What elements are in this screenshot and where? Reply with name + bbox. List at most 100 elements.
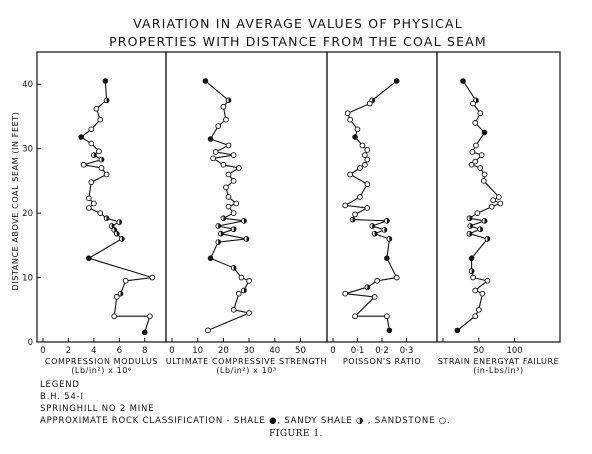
data-point-sandstone bbox=[223, 116, 229, 123]
data-point-sandstone bbox=[357, 165, 363, 171]
data-point-sandstone bbox=[220, 103, 227, 110]
x-axis-label: ULTIMATE COMPRESSIVE STRENGTH bbox=[166, 357, 327, 366]
data-point-sandstone bbox=[477, 110, 484, 117]
y-tick-label: 20 bbox=[22, 209, 33, 219]
data-point-sandstone bbox=[246, 310, 252, 316]
data-point-sandstone bbox=[366, 100, 373, 107]
data-point-sandstone bbox=[205, 327, 211, 334]
series-line bbox=[456, 80, 502, 331]
data-point-sandy-shale bbox=[91, 152, 97, 158]
data-point-sandy-shale bbox=[466, 230, 473, 237]
data-point-sandstone bbox=[472, 120, 479, 126]
y-axis-label: DISTANCE ABOVE COAL SEAM (IN FEET) bbox=[11, 112, 20, 291]
data-point-sandstone bbox=[364, 205, 371, 211]
data-point-sandstone bbox=[149, 274, 156, 281]
data-point-sandstone bbox=[111, 313, 118, 320]
data-point-shale bbox=[468, 255, 475, 262]
data-point-sandy-shale bbox=[484, 236, 491, 242]
data-point-sandy-shale bbox=[98, 156, 105, 163]
data-point-sandy-shale bbox=[467, 223, 474, 229]
x-tick-label: 0 bbox=[40, 346, 45, 356]
data-point-sandstone bbox=[215, 123, 222, 129]
data-point-sandstone bbox=[225, 171, 232, 178]
data-point-sandstone bbox=[88, 179, 95, 186]
data-point-sandstone bbox=[480, 178, 487, 184]
data-point-sandstone bbox=[364, 147, 371, 153]
data-point-sandy-shale bbox=[220, 215, 227, 222]
data-point-sandstone bbox=[469, 149, 476, 155]
data-point-sandy-shale bbox=[481, 217, 488, 224]
data-point-sandstone bbox=[220, 161, 227, 168]
data-point-sandstone bbox=[342, 202, 349, 209]
panel-frame bbox=[165, 51, 328, 343]
data-point-sandstone bbox=[88, 126, 95, 133]
x-tick-label: 30 bbox=[244, 346, 255, 356]
data-point-sandstone bbox=[93, 105, 100, 112]
x-tick-label: 10 bbox=[192, 346, 203, 356]
x-tick-label: 50 bbox=[295, 346, 306, 356]
data-point-sandstone bbox=[490, 197, 496, 204]
data-point-sandy-shale bbox=[468, 268, 475, 274]
data-point-sandstone bbox=[80, 161, 87, 168]
data-point-sandstone bbox=[235, 165, 242, 171]
data-point-sandy-shale bbox=[384, 217, 390, 224]
data-point-sandy-shale bbox=[477, 226, 484, 233]
data-point-sandstone bbox=[238, 274, 245, 281]
data-point-sandstone bbox=[384, 313, 390, 320]
data-point-sandy-shale bbox=[371, 230, 378, 237]
data-point-sandstone bbox=[352, 313, 358, 320]
data-point-sandstone bbox=[96, 148, 102, 155]
data-point-shale bbox=[352, 134, 358, 140]
data-point-sandy-shale bbox=[215, 239, 222, 245]
panel-frame bbox=[36, 51, 167, 343]
y-tick-label: 40 bbox=[22, 80, 33, 90]
data-point-sandstone bbox=[97, 116, 104, 123]
data-point-shale bbox=[85, 255, 92, 262]
data-point-sandstone bbox=[472, 287, 479, 294]
data-point-sandstone bbox=[374, 277, 380, 284]
data-point-sandstone bbox=[357, 194, 363, 200]
data-point-sandy-shale bbox=[241, 217, 247, 224]
data-point-sandstone bbox=[364, 181, 371, 187]
x-tick-label: 0·3 bbox=[400, 346, 414, 356]
data-point-shale bbox=[141, 329, 148, 336]
x-tick-label: 8 bbox=[142, 346, 147, 356]
legend-classification: APPROXIMATE ROCK CLASSIFICATION - SHALE … bbox=[40, 416, 451, 426]
data-point-shale bbox=[481, 129, 488, 136]
data-point-sandstone bbox=[354, 126, 361, 133]
data-point-sandstone bbox=[359, 142, 366, 149]
data-point-sandstone bbox=[474, 210, 481, 216]
data-point-sandstone bbox=[362, 152, 368, 158]
data-point-sandstone bbox=[146, 313, 153, 320]
data-point-sandstone bbox=[484, 277, 491, 284]
data-point-sandstone bbox=[472, 313, 479, 320]
data-point-sandstone bbox=[85, 195, 92, 202]
data-point-sandstone bbox=[479, 290, 486, 297]
data-point-sandstone bbox=[477, 165, 484, 171]
data-point-sandy-shale bbox=[113, 230, 120, 237]
data-point-sandy-shale bbox=[386, 236, 393, 242]
data-point-sandy-shale bbox=[369, 223, 376, 229]
data-point-sandstone bbox=[85, 205, 92, 211]
data-point-sandy-shale bbox=[241, 287, 247, 294]
data-point-sandstone bbox=[246, 277, 252, 284]
data-point-sandy-shale bbox=[230, 226, 237, 233]
x-tick-label: 0·1 bbox=[351, 346, 365, 356]
series-line bbox=[343, 80, 398, 331]
data-point-shale bbox=[207, 255, 214, 262]
chart-title-line2: PROPERTIES WITH DISTANCE FROM THE COAL S… bbox=[109, 34, 487, 49]
data-point-sandstone bbox=[468, 161, 475, 168]
data-point-sandstone bbox=[352, 211, 358, 218]
x-axis-label: POISSON'S RATIO bbox=[343, 357, 421, 366]
data-point-sandstone bbox=[342, 290, 349, 297]
data-point-sandstone bbox=[344, 110, 351, 117]
data-point-shale bbox=[202, 78, 209, 84]
x-tick-label: 40 bbox=[269, 346, 280, 356]
data-point-sandy-shale bbox=[111, 227, 118, 233]
data-point-shale bbox=[78, 134, 84, 140]
data-point-sandstone bbox=[481, 171, 488, 178]
data-point-sandy-shale bbox=[103, 97, 110, 104]
data-point-sandstone bbox=[230, 306, 237, 313]
data-point-sandstone bbox=[371, 294, 378, 300]
